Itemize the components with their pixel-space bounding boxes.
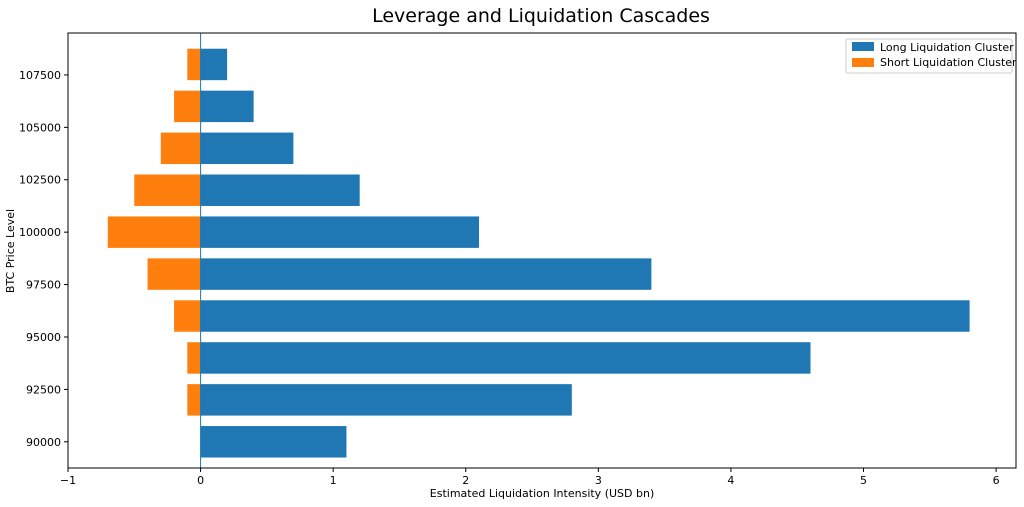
bar-long-0	[200, 426, 347, 458]
bar-short-5	[107, 216, 201, 248]
legend-label-long: Long Liquidation Cluster	[880, 41, 1014, 54]
bar-long-8	[200, 90, 254, 123]
y-tick-label-2: 95000	[26, 331, 61, 344]
bar-short-1	[187, 384, 201, 416]
plot-frame	[67, 32, 1017, 469]
y-tick-label-4: 100000	[19, 226, 61, 239]
bar-short-9	[187, 48, 201, 81]
x-tick-label-3: 2	[462, 474, 469, 487]
y-tick-label-5: 102500	[19, 174, 61, 187]
legend-swatch-short	[852, 58, 874, 67]
y-axis-label: BTC Price Level	[4, 209, 17, 293]
chart-title: Leverage and Liquidation Cascades	[372, 5, 710, 27]
y-tick-label-1: 92500	[26, 383, 61, 396]
x-tick-label-5: 4	[727, 474, 734, 487]
bar-long-1	[200, 384, 572, 416]
bars-layer	[107, 48, 970, 458]
bar-long-7	[200, 132, 294, 165]
legend-swatch-long	[852, 42, 874, 51]
x-tick-label-2: 1	[330, 474, 337, 487]
bar-long-2	[200, 342, 811, 374]
bar-long-3	[200, 300, 970, 332]
x-tick-label-0: −1	[60, 474, 76, 487]
y-axis-ticks: 90000 92500 95000 97500 100000 102500 105000 10…	[19, 69, 68, 449]
bar-short-3	[174, 300, 201, 332]
x-tick-label-4: 3	[595, 474, 602, 487]
y-tick-label-3: 97500	[26, 279, 61, 292]
bar-long-9	[200, 48, 228, 81]
x-axis-label: Estimated Liquidation Intensity (USD bn)	[430, 487, 654, 500]
bar-long-4	[200, 258, 652, 290]
bar-long-5	[200, 216, 480, 248]
bar-short-8	[174, 90, 201, 123]
bar-long-6	[200, 174, 360, 206]
legend-label-short: Short Liquidation Cluster	[880, 56, 1017, 69]
x-tick-label-6: 5	[860, 474, 867, 487]
y-tick-label-7: 107500	[19, 69, 61, 82]
x-tick-label-7: 6	[993, 474, 1000, 487]
bar-short-4	[147, 258, 201, 290]
y-tick-label-0: 90000	[26, 436, 61, 449]
x-tick-label-1: 0	[197, 474, 204, 487]
bar-short-2	[187, 342, 201, 374]
bar-short-6	[134, 174, 201, 206]
legend: Long Liquidation Cluster Short Liquidati…	[845, 38, 1017, 74]
bar-short-7	[160, 132, 201, 165]
legend-frame	[845, 38, 1013, 74]
x-axis-ticks: −1 0 1 2 3 4 5 6	[60, 468, 1000, 487]
y-tick-label-6: 105000	[19, 121, 61, 134]
